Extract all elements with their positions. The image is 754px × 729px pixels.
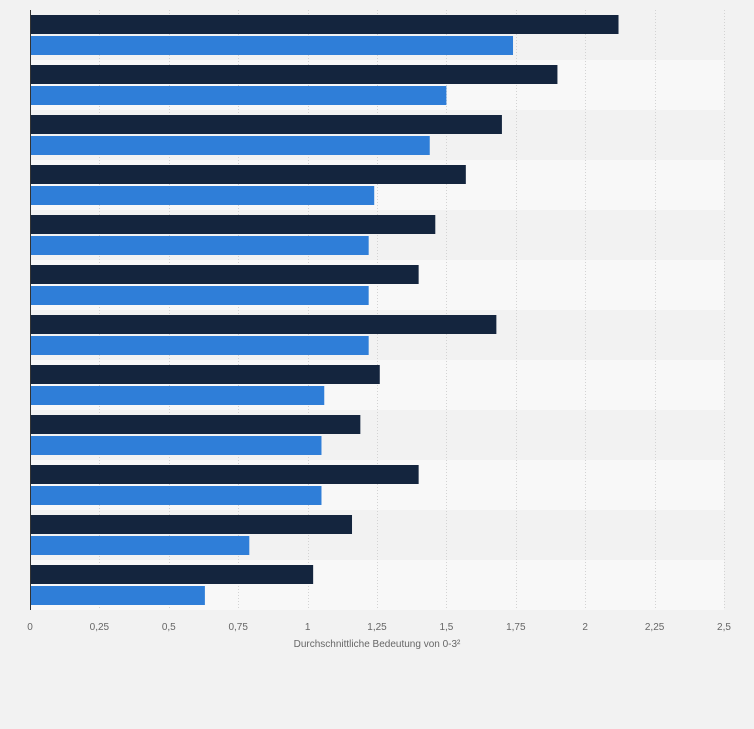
bar-series-1 bbox=[31, 215, 436, 234]
x-tick-label: 0,75 bbox=[228, 622, 248, 633]
x-tick-label: 0,5 bbox=[162, 622, 176, 633]
gridlines bbox=[99, 10, 725, 610]
bar-series-2 bbox=[31, 536, 250, 555]
bar-series-2 bbox=[31, 436, 322, 455]
bar-series-1 bbox=[31, 515, 353, 534]
bar-series-2 bbox=[31, 186, 375, 205]
bar-series-2 bbox=[31, 336, 369, 355]
bar-series-2 bbox=[31, 86, 447, 105]
bar-series-2 bbox=[31, 136, 430, 155]
x-tick-label: 1,5 bbox=[439, 622, 453, 633]
bar-series-2 bbox=[31, 486, 322, 505]
bar-series-1 bbox=[31, 165, 466, 184]
bar-series-1 bbox=[31, 365, 380, 384]
bar-series-2 bbox=[31, 286, 369, 305]
x-tick-label: 2 bbox=[582, 622, 588, 633]
bar-series-1 bbox=[31, 15, 619, 34]
bar-series-2 bbox=[31, 386, 325, 405]
x-tick-label: 2,5 bbox=[717, 622, 731, 633]
bar-series-2 bbox=[31, 236, 369, 255]
bar-series-1 bbox=[31, 315, 497, 334]
x-tick-label: 0 bbox=[27, 622, 33, 633]
bars bbox=[31, 15, 619, 605]
bar-series-1 bbox=[31, 565, 314, 584]
bar-series-1 bbox=[31, 265, 419, 284]
bar-series-1 bbox=[31, 465, 419, 484]
x-tick-label: 1,75 bbox=[506, 622, 526, 633]
bar-series-2 bbox=[31, 36, 514, 55]
x-tick-label: 0,25 bbox=[90, 622, 110, 633]
bar-series-2 bbox=[31, 586, 205, 605]
x-tick-label: 1 bbox=[305, 622, 311, 633]
bar-series-1 bbox=[31, 115, 502, 134]
x-axis-title: Durchschnittliche Bedeutung von 0-3² bbox=[294, 639, 461, 650]
x-tick-label: 2,25 bbox=[645, 622, 665, 633]
bar-series-1 bbox=[31, 65, 558, 84]
x-tick-label: 1,25 bbox=[367, 622, 387, 633]
bar-series-1 bbox=[31, 415, 361, 434]
x-tick-labels: 0 0,25 0,5 0,75 1 1,25 1,5 1,75 2 2,25 2,5 bbox=[27, 622, 731, 633]
